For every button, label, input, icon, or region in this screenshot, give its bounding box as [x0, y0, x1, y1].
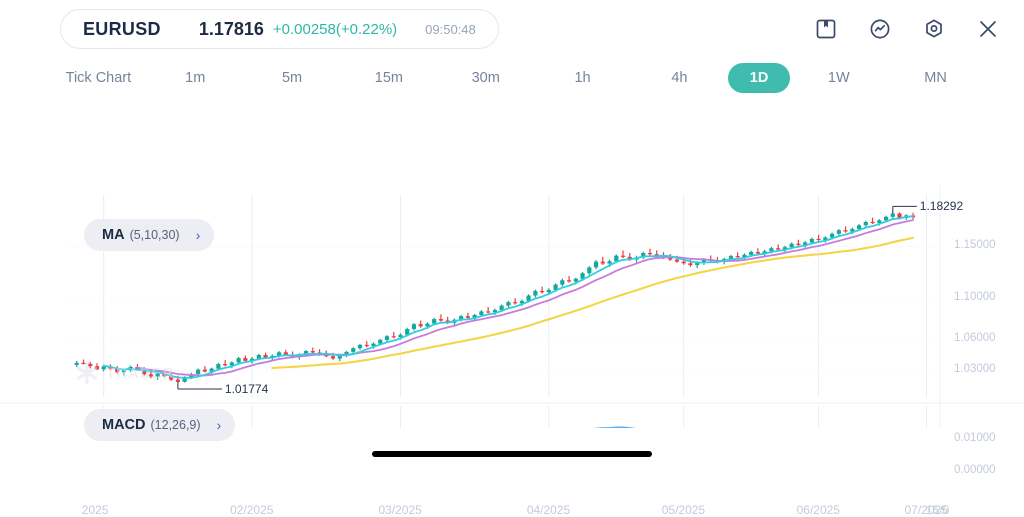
bookmark-icon[interactable]	[814, 17, 838, 41]
price-macd-svg	[0, 185, 1024, 428]
chart-line-circle-icon[interactable]	[868, 17, 892, 41]
ma-indicator-params: (5,10,30)	[129, 228, 180, 242]
quote-time: 09:50:48	[425, 21, 476, 37]
quote-header: EURUSD 1.17816 +0.00258(+0.22%) 09:50:48	[0, 0, 1024, 58]
timeframe-tab-5m[interactable]: 5m	[244, 70, 341, 86]
timeframe-tab-1w[interactable]: 1W	[790, 70, 887, 86]
timeframe-tab-label: 15m	[374, 70, 403, 86]
timeframe-tab-label: Tick Chart	[65, 70, 132, 86]
timeframe-tab-tick-chart[interactable]: Tick Chart	[50, 70, 147, 86]
ma-indicator-badge[interactable]: MA (5,10,30) ›	[84, 219, 215, 251]
watermark-text: TRADER	[106, 364, 175, 382]
timeframe-tab-1d[interactable]: 1D	[727, 63, 791, 93]
watermark: TRADER	[74, 360, 175, 386]
date-axis-tick: 05/2025	[661, 503, 706, 517]
chart-area[interactable]: TRADER MA (5,10,30) › MACD (12,26,9) › 1…	[0, 98, 1024, 517]
timeframe-tab-1m[interactable]: 1m	[147, 70, 244, 86]
timeframe-tab-mn[interactable]: MN	[887, 70, 984, 86]
chevron-right-icon[interactable]: ›	[216, 417, 222, 433]
price-axis-tick: 1.03000	[954, 363, 996, 376]
timeframe-tab-label: 30m	[471, 70, 500, 86]
timeframe-tab-1h[interactable]: 1h	[534, 70, 631, 86]
timeframe-tab-label: 1D	[727, 63, 791, 93]
macd-axis-tick: 0.01000	[954, 432, 996, 445]
snowflake-icon	[76, 361, 98, 385]
date-axis-tick: 15/0	[926, 503, 950, 517]
timeframe-tab-label: MN	[924, 70, 947, 86]
timeframe-tabs: Tick Chart 1m 5m 15m 30m 1h 4h 1D 1W MN	[0, 58, 1024, 98]
header-actions	[814, 17, 1000, 41]
timeframe-tab-label: 4h	[671, 70, 688, 86]
ma-indicator-name: MA	[102, 227, 125, 243]
price-axis-tick: 1.10000	[954, 291, 996, 303]
timeframe-tab-4h[interactable]: 4h	[631, 70, 728, 86]
timeframe-tab-label: 1h	[574, 70, 591, 86]
date-axis-tick: 04/2025	[526, 503, 571, 517]
price-axis-tick: 1.06000	[954, 332, 996, 345]
date-axis-tick: 02/2025	[230, 503, 274, 517]
timeframe-tab-30m[interactable]: 30m	[437, 70, 534, 86]
last-price: 1.17816	[198, 18, 264, 39]
date-axis-tick: 2025	[81, 503, 109, 517]
price-axis-tick: 1.15000	[954, 239, 996, 252]
high-price-marker: 1.18292	[919, 199, 964, 214]
timeframe-tab-label: 1m	[185, 70, 206, 86]
close-icon[interactable]	[976, 17, 1000, 41]
chevron-right-icon[interactable]: ›	[195, 227, 201, 243]
quote-pill[interactable]: EURUSD 1.17816 +0.00258(+0.22%) 09:50:48	[60, 9, 499, 49]
macd-indicator-name: MACD	[102, 417, 146, 433]
date-axis-tick: 06/2025	[796, 503, 840, 517]
macd-indicator-badge[interactable]: MACD (12,26,9) ›	[84, 409, 236, 441]
symbol-label: EURUSD	[83, 18, 161, 39]
timeframe-tab-label: 1W	[827, 70, 850, 86]
timeframe-tab-15m[interactable]: 15m	[340, 70, 437, 86]
settings-hexagon-icon[interactable]	[922, 17, 946, 41]
macd-indicator-params: (12,26,9)	[150, 418, 201, 432]
date-axis-tick: 03/2025	[378, 503, 422, 517]
timeframe-tab-label: 5m	[281, 70, 303, 86]
price-change: +0.00258(+0.22%)	[272, 20, 398, 38]
low-price-marker: 1.01774	[224, 381, 269, 396]
home-indicator	[372, 451, 652, 457]
